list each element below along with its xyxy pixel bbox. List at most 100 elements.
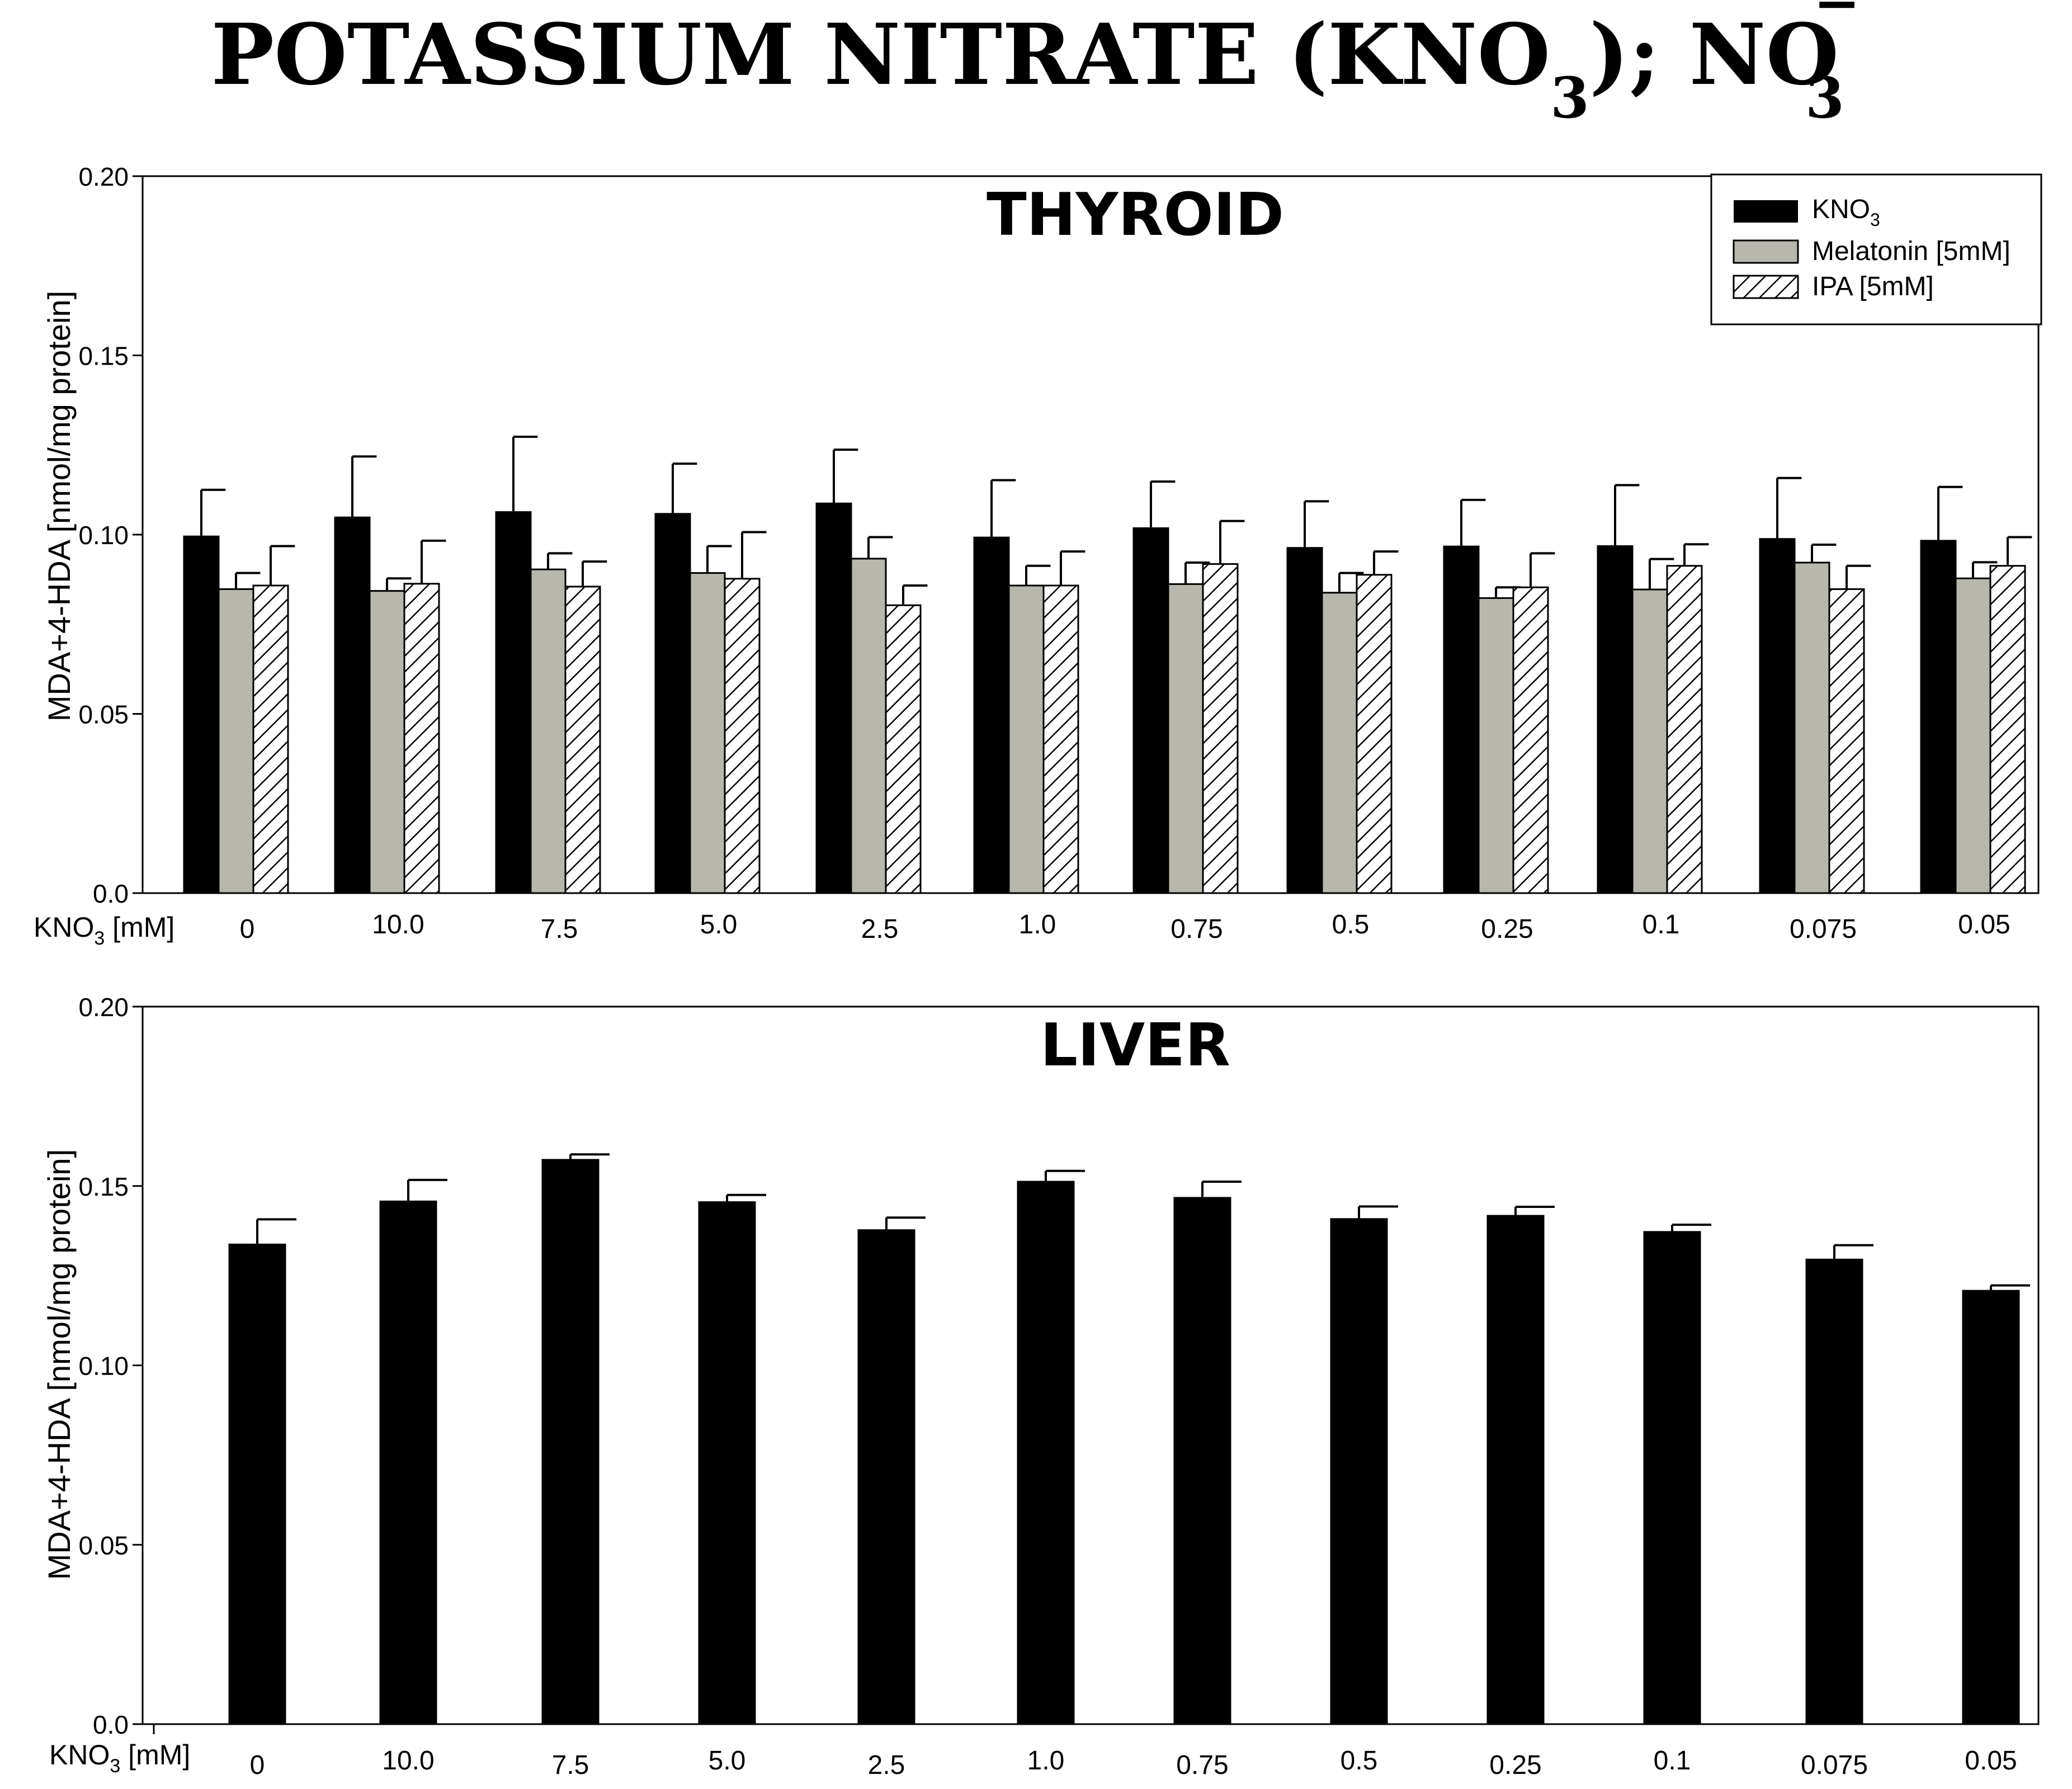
- liver-x-tick-label: 0: [250, 1750, 265, 1780]
- liver-x-tick-label: 10.0: [382, 1746, 434, 1776]
- thyroid-chart: THYROID 0.0 0.05 0.10 0.15 0.20 0 10.0 7.5 5.0 2…: [34, 162, 2042, 949]
- thyroid-x-tick-label: 7.5: [541, 914, 578, 944]
- thyroid-x-ticks: 0 10.0 7.5 5.0 2.5 1.0 0.75 0.5 0.25 0.1 0.075 0.05: [240, 910, 2010, 944]
- thyroid-bar-kno3: [654, 513, 691, 894]
- thyroid-bar-ipa-5mm-: [1512, 586, 1549, 894]
- thyroid-y-axis-label: MDA+4-HDA [nmol/mg protein]: [41, 291, 77, 721]
- liver-bar-kno3: [541, 1159, 600, 1725]
- legend-swatch-ipa: [1733, 275, 1799, 299]
- liver-y-tick-label: 0.0: [93, 1710, 129, 1739]
- liver-bar-kno3: [698, 1201, 756, 1725]
- thyroid-bar-kno3: [1443, 545, 1480, 894]
- thyroid-y-tick-label: 0.10: [78, 521, 129, 550]
- legend-label-melatonin: Melatonin [5mM]: [1812, 237, 2010, 266]
- thyroid-bar-ipa-5mm-: [1666, 565, 1703, 894]
- thyroid-bar-melatonin-5mm-: [1167, 583, 1204, 894]
- liver-bar-kno3: [1173, 1197, 1231, 1725]
- liver-bar-kno3: [1805, 1258, 1863, 1725]
- thyroid-bar-kno3: [495, 511, 532, 894]
- thyroid-bar-melatonin-5mm-: [1008, 584, 1045, 894]
- liver-bar-kno3: [1486, 1215, 1545, 1725]
- liver-bar-kno3: [1330, 1218, 1388, 1725]
- thyroid-bar-ipa-5mm-: [1828, 588, 1865, 894]
- legend-swatch-melatonin: [1733, 239, 1799, 264]
- thyroid-bar-melatonin-5mm-: [1478, 597, 1514, 894]
- thyroid-bar-ipa-5mm-: [1356, 574, 1393, 894]
- thyroid-title: THYROID: [987, 181, 1284, 249]
- liver-x-tick-label: 5.0: [709, 1746, 746, 1776]
- liver-x-tick-label: 7.5: [552, 1750, 589, 1780]
- thyroid-bar-melatonin-5mm-: [218, 588, 254, 894]
- liver-title: LIVER: [1040, 1011, 1230, 1079]
- thyroid-bar-ipa-5mm-: [885, 604, 922, 894]
- liver-bar-kno3: [857, 1229, 915, 1725]
- thyroid-bar-melatonin-5mm-: [369, 590, 405, 894]
- figure-title: POTASSIUM NITRATE (KNO3); NO3−: [211, 0, 1860, 131]
- liver-x-axis-label: KNO3 [mM]: [49, 1739, 190, 1777]
- thyroid-x-tick-label: 0.1: [1643, 910, 1680, 940]
- liver-bar-kno3: [228, 1243, 286, 1725]
- thyroid-bar-kno3: [1759, 538, 1796, 894]
- thyroid-bar-melatonin-5mm-: [530, 568, 567, 894]
- legend: KNO3 Melatonin [5mM] IPA [5mM]: [1710, 173, 2042, 325]
- thyroid-bar-kno3: [183, 535, 220, 894]
- legend-label-kno3: KNO3: [1812, 195, 1880, 230]
- thyroid-bar-kno3: [1920, 540, 1957, 894]
- liver-x-ticks: 0 10.0 7.5 5.0 2.5 1.0 0.75 0.5 0.25 0.1 0.075 0.05: [250, 1746, 2017, 1780]
- liver-x-tick-label: 0.1: [1654, 1746, 1691, 1776]
- liver-y-tick-label: 0.15: [78, 1172, 129, 1201]
- liver-chart: LIVER 0.0 0.05 0.10 0.15 0.20 0 10.0 7.5 5.0 2.5…: [41, 993, 2040, 1780]
- liver-y-axis-label: MDA+4-HDA [nmol/mg protein]: [41, 1149, 77, 1580]
- liver-bar-kno3: [1017, 1181, 1075, 1725]
- thyroid-x-tick-label: 0.05: [1958, 910, 2010, 940]
- thyroid-bar-ipa-5mm-: [564, 586, 601, 894]
- thyroid-bar-melatonin-5mm-: [1955, 577, 1991, 894]
- liver-y-tick-label: 0.05: [78, 1531, 129, 1560]
- figure-title-main: POTASSIUM NITRATE (KNO: [211, 6, 1550, 104]
- thyroid-y-ticks: 0.0 0.05 0.10 0.15 0.20: [78, 162, 143, 908]
- thyroid-x-tick-label: 0.075: [1790, 914, 1857, 944]
- thyroid-x-axis-label: KNO3 [mM]: [34, 912, 174, 949]
- thyroid-bar-melatonin-5mm-: [1631, 588, 1668, 894]
- thyroid-bar-kno3: [973, 536, 1010, 894]
- thyroid-bar-kno3: [1286, 547, 1323, 894]
- thyroid-bar-melatonin-5mm-: [689, 572, 726, 894]
- thyroid-bar-ipa-5mm-: [724, 578, 761, 894]
- thyroid-bar-ipa-5mm-: [252, 584, 289, 894]
- figure-title-sub2: 3: [1805, 65, 1844, 131]
- liver-y-tick-label: 0.10: [78, 1352, 129, 1381]
- thyroid-x-tick-label: 0.5: [1332, 910, 1370, 940]
- liver-bar-kno3: [1643, 1231, 1701, 1725]
- thyroid-bar-ipa-5mm-: [403, 583, 440, 894]
- thyroid-y-tick-label: 0.05: [78, 700, 129, 729]
- liver-x-tick-label: 0.075: [1801, 1750, 1868, 1780]
- thyroid-bars: [183, 436, 2032, 894]
- liver-x-tick-label: 2.5: [868, 1750, 905, 1780]
- thyroid-y-tick-label: 0.15: [78, 342, 129, 371]
- legend-swatch-kno3: [1734, 200, 1798, 223]
- thyroid-y-tick-label: 0.20: [78, 162, 129, 191]
- liver-x-tick-label: 1.0: [1027, 1746, 1065, 1776]
- thyroid-x-tick-label: 0.25: [1481, 914, 1533, 944]
- liver-bar-kno3: [379, 1200, 437, 1725]
- liver-bars: [228, 1153, 2030, 1725]
- thyroid-bar-kno3: [815, 502, 852, 894]
- thyroid-bar-kno3: [1132, 527, 1169, 894]
- legend-label-ipa: IPA [5mM]: [1812, 272, 1934, 301]
- liver-x-tick-label: 0.5: [1341, 1746, 1378, 1776]
- thyroid-bar-melatonin-5mm-: [1321, 592, 1358, 894]
- thyroid-x-tick-label: 1.0: [1019, 910, 1056, 940]
- liver-x-tick-label: 0.25: [1489, 1750, 1541, 1780]
- liver-y-ticks: 0.0 0.05 0.10 0.15 0.20: [78, 993, 143, 1739]
- figure-title-sup: −: [1814, 0, 1861, 36]
- thyroid-x-tick-label: 2.5: [861, 914, 899, 944]
- thyroid-x-tick-label: 10.0: [372, 910, 424, 940]
- thyroid-x-tick-label: 0.75: [1170, 914, 1223, 944]
- liver-x-tick-label: 0.75: [1176, 1750, 1228, 1780]
- liver-x-tick-label: 0.05: [1965, 1746, 2017, 1776]
- thyroid-bar-melatonin-5mm-: [1793, 561, 1830, 894]
- thyroid-bar-ipa-5mm-: [1202, 563, 1239, 894]
- figure-title-mid: ); NO: [1589, 6, 1839, 104]
- thyroid-bar-ipa-5mm-: [1042, 584, 1079, 894]
